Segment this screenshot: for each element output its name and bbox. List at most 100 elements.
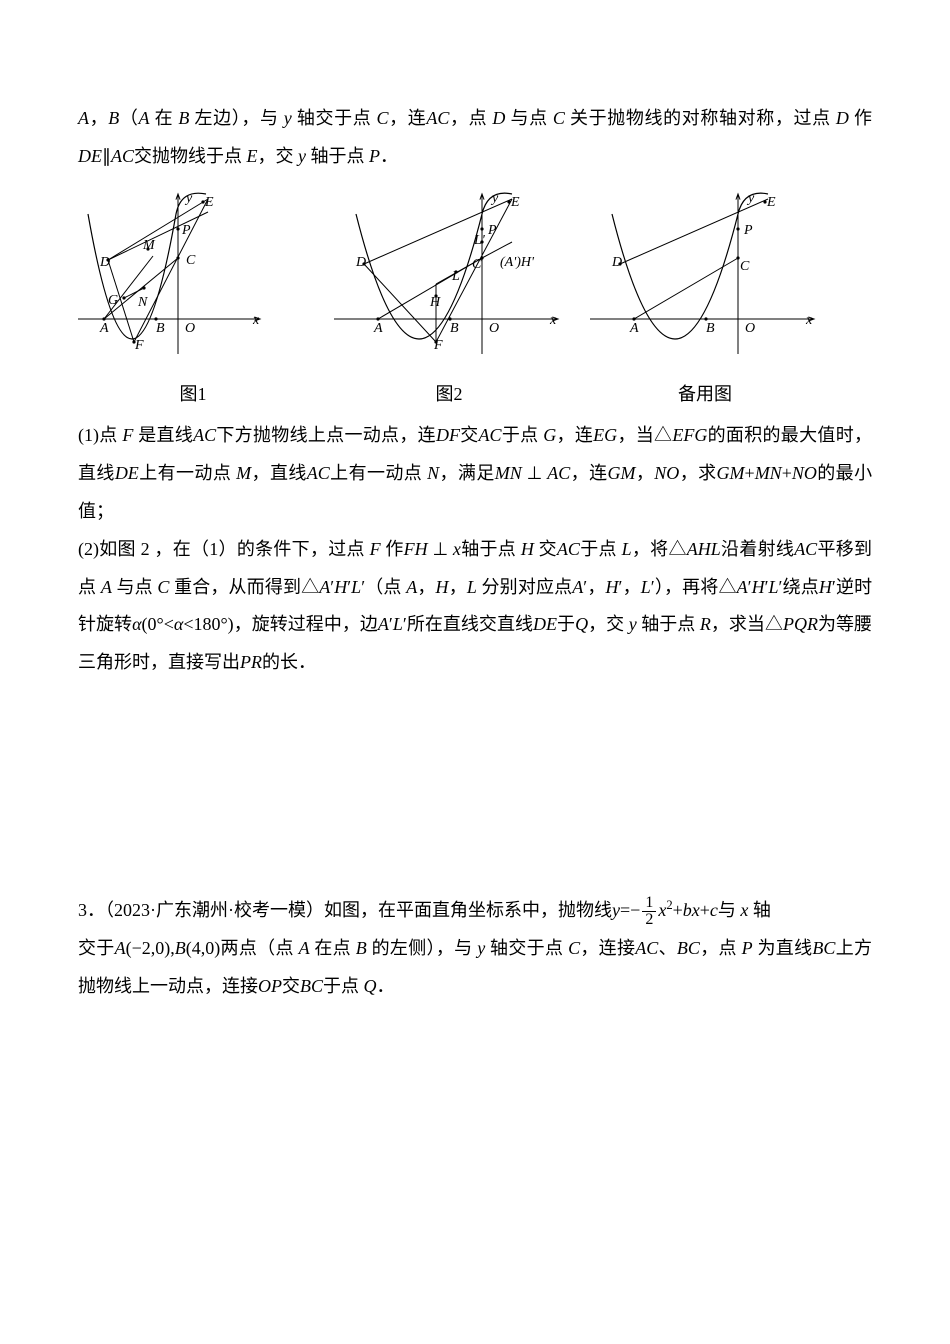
- txt: 于: [557, 614, 575, 634]
- svg-text:C: C: [472, 257, 482, 272]
- txt: L: [622, 539, 632, 559]
- txt: H: [521, 539, 534, 559]
- txt: F: [122, 425, 133, 445]
- txt: △: [301, 577, 319, 597]
- txt: ．: [380, 146, 398, 166]
- svg-text:C: C: [740, 259, 750, 274]
- svg-text:x: x: [252, 313, 260, 328]
- txt: ⊥: [428, 539, 453, 559]
- txt: Q: [364, 976, 377, 996]
- svg-text:A: A: [629, 321, 639, 336]
- txt: ′），再将: [651, 577, 719, 597]
- txt: +: [700, 900, 710, 920]
- txt: A: [406, 577, 417, 597]
- txt: 于点: [580, 539, 622, 559]
- txt: AHL: [687, 539, 721, 559]
- paragraph-top: A，B（A 在 B 左边），与 y 轴交于点 C，连AC，点 D 与点 C 关于…: [78, 100, 872, 176]
- txt: DF: [436, 425, 460, 445]
- txt: ，连: [556, 425, 593, 445]
- txt: 在: [150, 108, 179, 128]
- txt: 交于: [78, 938, 115, 958]
- txt: EG: [593, 425, 617, 445]
- txt: AC: [557, 539, 580, 559]
- txt: BC: [677, 938, 700, 958]
- txt: 交: [534, 539, 557, 559]
- txt: GM: [717, 463, 745, 483]
- txt: ，点: [449, 108, 492, 128]
- txt: MN: [755, 463, 782, 483]
- txt: 为直线: [753, 938, 813, 958]
- txt: BC: [812, 938, 835, 958]
- txt: 与点: [112, 577, 158, 597]
- svg-text:O: O: [185, 321, 195, 336]
- question-2: (2)如图 2 ，在（1）的条件下，过点 F 作FH ⊥ x轴于点 H 交AC于…: [78, 531, 872, 682]
- txt: 上有一动点: [139, 463, 236, 483]
- txt: 作: [381, 539, 404, 559]
- svg-text:F: F: [134, 338, 144, 353]
- txt: AC: [193, 425, 216, 445]
- diagram-fig3: yEPDCABOx: [590, 184, 820, 374]
- txt: ，交: [258, 146, 299, 166]
- txt: ．: [377, 976, 395, 996]
- svg-text:O: O: [489, 321, 499, 336]
- txt: ，: [417, 577, 435, 597]
- txt: ，交: [588, 614, 629, 634]
- diagram-fig1: yEPMDCGNABOxF: [78, 184, 308, 374]
- svg-text:M: M: [142, 238, 156, 253]
- txt: H: [819, 577, 832, 597]
- txt: PQR: [783, 614, 818, 634]
- problem-3-line2: 交于A(−2,0),B(4,0)两点（点 A 在点 B 的左侧），与 y 轴交于…: [78, 930, 872, 1006]
- txt: EFG: [672, 425, 707, 445]
- txt: C: [568, 938, 580, 958]
- txt: 3．（2023·广东潮州·校考一模）如图，在平面直角坐标系中，抛物线: [78, 900, 612, 920]
- txt: H: [606, 577, 619, 597]
- txt: α: [132, 614, 141, 634]
- txt: y: [284, 108, 292, 128]
- txt: PR: [240, 652, 262, 672]
- txt: MN: [495, 463, 522, 483]
- txt: 于点: [323, 976, 364, 996]
- txt: 在点: [310, 938, 356, 958]
- figure-3: yEPDCABOx 备用图: [590, 184, 820, 414]
- svg-text:A: A: [373, 321, 383, 336]
- txt: 轴: [748, 900, 771, 920]
- txt: 轴于点: [637, 614, 700, 634]
- txt: 沿着射线: [721, 539, 794, 559]
- txt: NO: [654, 463, 679, 483]
- txt: BC: [300, 976, 323, 996]
- txt: 轴于点: [461, 539, 521, 559]
- txt: △: [668, 539, 686, 559]
- txt: AC: [307, 463, 330, 483]
- svg-text:O: O: [745, 321, 755, 336]
- txt: ，: [89, 108, 108, 128]
- txt: B: [356, 938, 367, 958]
- txt: +: [745, 463, 755, 483]
- txt: A: [78, 108, 89, 128]
- svg-text:x: x: [549, 313, 557, 328]
- txt: A: [299, 938, 310, 958]
- svg-text:E: E: [204, 195, 214, 210]
- svg-text:P: P: [487, 223, 497, 238]
- txt: (0°<: [142, 614, 174, 634]
- txt: L: [769, 577, 779, 597]
- txt: NO: [792, 463, 817, 483]
- svg-text:N: N: [137, 295, 148, 310]
- caption-fig2: 图2: [436, 376, 463, 414]
- txt: H: [334, 577, 347, 597]
- caption-fig1: 图1: [180, 376, 207, 414]
- txt: bx: [683, 900, 700, 920]
- txt: (4,0)两点（点: [186, 938, 299, 958]
- txt: DE: [533, 614, 557, 634]
- txt: M: [236, 463, 251, 483]
- svg-text:P: P: [181, 223, 191, 238]
- txt: 交: [282, 976, 300, 996]
- txt: ′，: [619, 577, 641, 597]
- svg-text:P: P: [743, 223, 753, 238]
- txt: 与: [718, 900, 741, 920]
- txt: ，满足: [439, 463, 495, 483]
- problem-3-line1: 3．（2023·广东潮州·校考一模）如图，在平面直角坐标系中，抛物线y=−12x…: [78, 892, 872, 930]
- txt: 重合，从而得到: [169, 577, 301, 597]
- svg-text:D: D: [99, 255, 110, 270]
- txt: (2)如图 2 ，在（1）的条件下，过点: [78, 539, 370, 559]
- txt: ，连接: [580, 938, 635, 958]
